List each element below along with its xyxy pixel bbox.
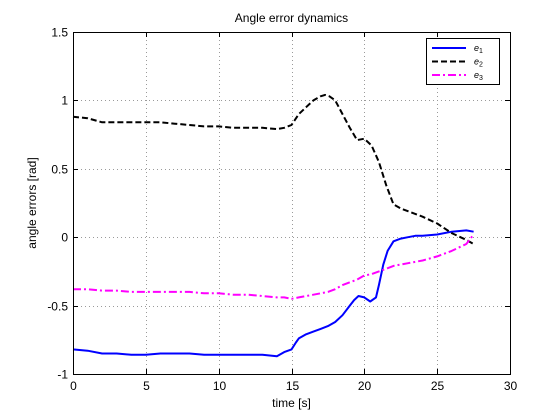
legend-label-e2: e2 — [474, 57, 483, 69]
y-tick-label: 1.5 — [51, 26, 68, 40]
y-axis-label: angle errors [rad] — [25, 157, 39, 248]
series-line-e2 — [72, 93, 475, 245]
y-tick-label: -0.5 — [47, 300, 68, 314]
grid-lines — [73, 32, 510, 374]
series-line-e1 — [72, 229, 474, 358]
legend-subscript: 3 — [479, 75, 483, 82]
series-layer — [72, 93, 475, 358]
y-tick-label: 0 — [61, 231, 68, 245]
y-tick-label: 1 — [61, 94, 68, 108]
x-tick-label: 0 — [70, 379, 77, 393]
y-tick-label: 0.5 — [51, 163, 68, 177]
y-tick-label: -1 — [57, 368, 68, 382]
axis-ticks: 0 5 10 15 20 25 30 -1 -0.5 0 0.5 1 1.5 — [47, 26, 517, 394]
x-tick-label: 25 — [431, 379, 445, 393]
legend-label-e1: e1 — [474, 43, 483, 55]
x-tick-label: 10 — [213, 379, 227, 393]
x-tick-label: 20 — [358, 379, 372, 393]
x-tick-label: 15 — [286, 379, 300, 393]
x-tick-label: 5 — [143, 379, 150, 393]
legend-label-e3: e3 — [474, 70, 483, 82]
legend-subscript: 2 — [479, 62, 483, 69]
chart-title: Angle error dynamics — [235, 11, 348, 25]
x-tick-label: 30 — [504, 379, 518, 393]
legend-subscript: 1 — [479, 48, 483, 55]
x-axis-label: time [s] — [272, 396, 311, 410]
series-line-e3 — [73, 233, 475, 300]
